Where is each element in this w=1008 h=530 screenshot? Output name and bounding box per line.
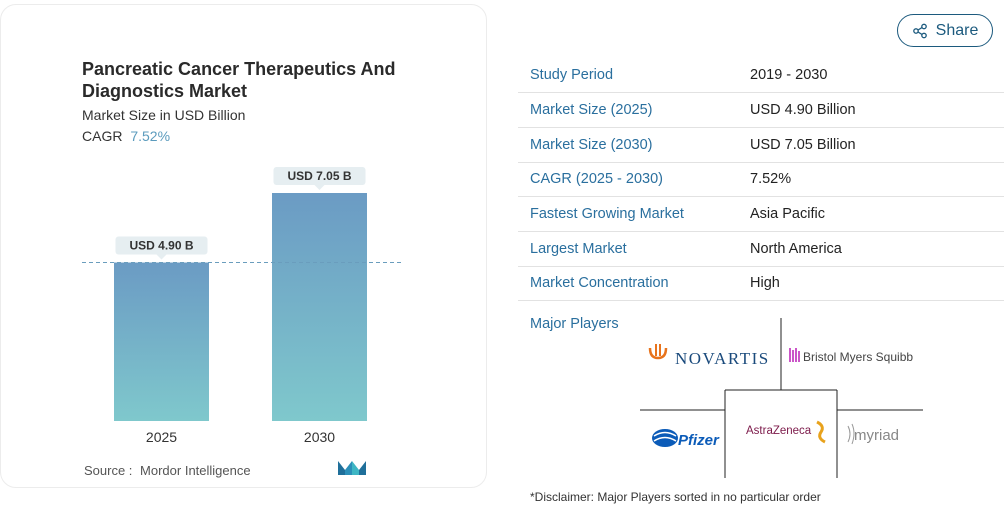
fact-key: Market Concentration: [518, 266, 738, 302]
novartis-logo: NOVARTIS: [648, 344, 770, 368]
facts-row: Market Size (2025) USD 4.90 Billion: [518, 92, 1004, 128]
fact-key: Largest Market: [518, 231, 738, 267]
players-disclaimer: *Disclaimer: Major Players sorted in no …: [530, 490, 821, 504]
fact-key: CAGR (2025 - 2030): [518, 162, 738, 198]
fact-key: Market Size (2025): [518, 92, 738, 128]
player-bms: Bristol Myers Squibb: [803, 350, 913, 364]
fact-key: Fastest Growing Market: [518, 196, 738, 232]
fact-value: North America: [738, 231, 1004, 267]
cagr-value: 7.52%: [130, 128, 171, 144]
mordor-logo-icon: [338, 461, 366, 475]
source-label: Source :: [84, 463, 133, 478]
fact-value: 7.52%: [738, 162, 1004, 198]
bar-2030: [272, 193, 367, 421]
cagr-label: CAGR: [82, 128, 123, 144]
facts-row: Market Concentration High: [518, 266, 1004, 302]
player-novartis: NOVARTIS: [675, 349, 770, 368]
bar-2025: [114, 262, 209, 421]
fact-value: 2019 - 2030: [738, 58, 1004, 94]
chart-subtitle: Market Size in USD Billion: [82, 107, 246, 123]
player-astrazeneca: AstraZeneca: [746, 425, 812, 437]
data-label-pointer: [314, 185, 325, 190]
share-button[interactable]: Share: [897, 14, 993, 47]
chart-title: Pancreatic Cancer Therapeutics And Diagn…: [82, 59, 396, 101]
fact-value: USD 7.05 Billion: [738, 127, 1004, 163]
source-name: Mordor Intelligence: [140, 463, 251, 478]
facts-row: Largest Market North America: [518, 231, 1004, 267]
chart-cagr: CAGR 7.52%: [82, 128, 170, 144]
fact-key: Study Period: [518, 58, 738, 94]
data-label: USD 7.05 B: [287, 169, 351, 183]
market-facts-table: Study Period 2019 - 2030 Market Size (20…: [518, 58, 1004, 302]
data-label-bg: [115, 236, 208, 255]
fact-value: USD 4.90 Billion: [738, 92, 1004, 128]
fact-key: Market Size (2030): [518, 127, 738, 163]
fact-value: High: [738, 266, 1004, 302]
x-tick-label: 2030: [304, 429, 335, 445]
data-label-bg: [273, 167, 366, 185]
chart-source: Source : Mordor Intelligence: [84, 463, 251, 478]
data-label: USD 4.90 B: [129, 239, 193, 253]
bms-logo: Bristol Myers Squibb: [789, 348, 913, 364]
myriad-logo: myriad: [847, 423, 899, 445]
player-myriad: myriad: [854, 427, 899, 444]
share-icon: [912, 23, 927, 38]
fact-value: Asia Pacific: [738, 196, 1004, 232]
pfizer-logo: Pfizer: [652, 429, 720, 449]
major-players-label: Major Players: [530, 316, 619, 332]
data-label-pointer: [156, 254, 167, 260]
facts-row: Fastest Growing Market Asia Pacific: [518, 196, 1004, 232]
share-label: Share: [935, 21, 979, 39]
market-chart-card: [0, 4, 487, 488]
facts-row: Study Period 2019 - 2030: [518, 58, 1004, 94]
facts-row: CAGR (2025 - 2030) 7.52%: [518, 162, 1004, 198]
x-tick-label: 2025: [146, 429, 177, 445]
astrazeneca-logo: AstraZeneca: [746, 420, 826, 444]
player-pfizer: Pfizer: [678, 432, 720, 449]
facts-row: Market Size (2030) USD 7.05 Billion: [518, 127, 1004, 163]
bar-chart: USD 4.90 B 2025 USD 7.05 B 2030: [82, 167, 402, 445]
major-players-grid: NOVARTIS Bristol Myers Squibb Pfizer Ast…: [640, 318, 923, 478]
